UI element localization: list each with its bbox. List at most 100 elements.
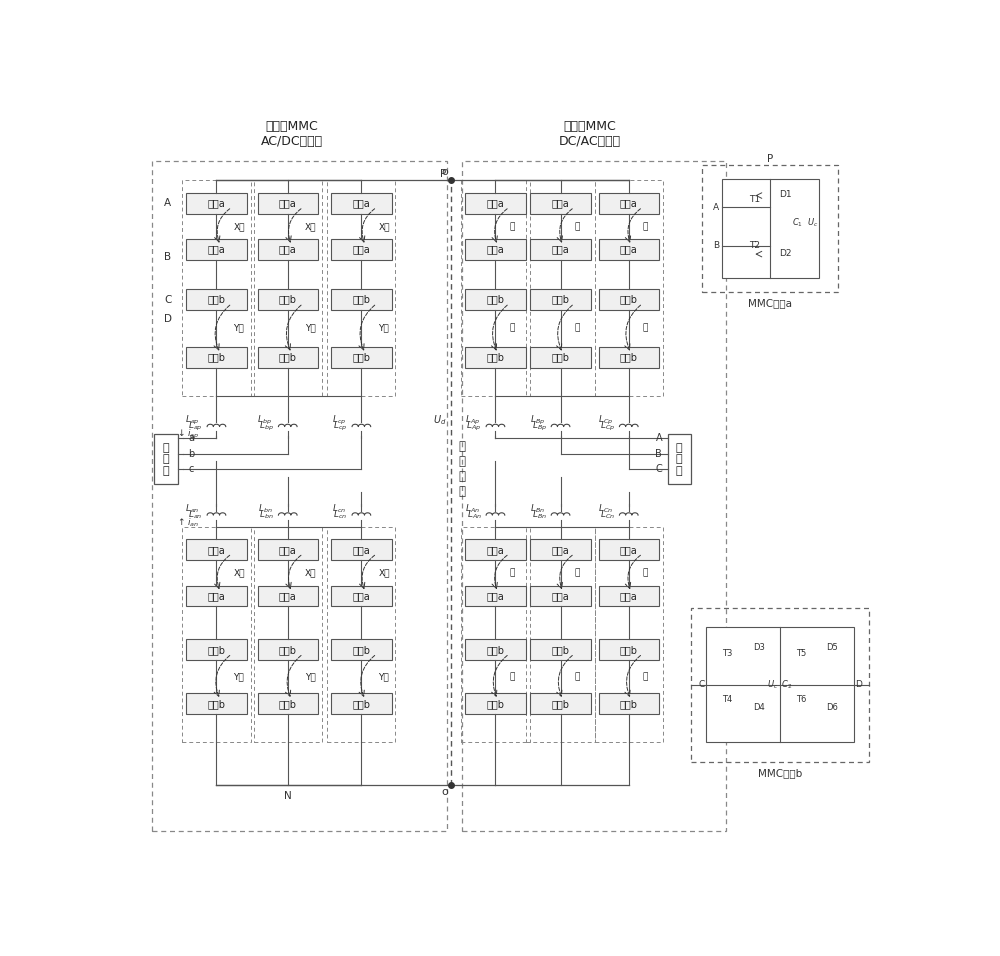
Text: Y个: Y个 <box>234 672 244 682</box>
Bar <box>530 239 591 260</box>
Text: 模块a: 模块a <box>552 198 569 208</box>
Text: $U_d$: $U_d$ <box>433 414 447 427</box>
Text: b: b <box>189 448 195 459</box>
Bar <box>327 527 395 742</box>
Text: $L_{Cn}$: $L_{Cn}$ <box>598 503 613 515</box>
Text: $U_c$  $C_2$: $U_c$ $C_2$ <box>767 678 793 691</box>
Bar <box>186 193 247 213</box>
Bar <box>530 539 591 560</box>
Bar <box>465 586 526 606</box>
Text: 模块b: 模块b <box>552 294 570 305</box>
Text: 交
流
侧: 交 流 侧 <box>163 443 169 476</box>
Text: 模块b: 模块b <box>552 352 570 362</box>
Text: P: P <box>440 169 447 179</box>
Text: 模块a: 模块a <box>208 198 225 208</box>
Text: 模块b: 模块b <box>620 645 638 655</box>
Bar <box>722 179 819 278</box>
Bar <box>465 239 526 260</box>
Text: 模块a: 模块a <box>208 591 225 601</box>
Text: $L_{cn}$: $L_{cn}$ <box>332 503 346 515</box>
Text: $L_{Ap}$: $L_{Ap}$ <box>465 414 480 427</box>
Bar <box>331 539 392 560</box>
Text: 模块b: 模块b <box>620 294 638 305</box>
Bar <box>465 693 526 714</box>
Bar <box>530 693 591 714</box>
Text: $L_{An}$: $L_{An}$ <box>467 509 482 521</box>
Bar <box>595 180 663 396</box>
Text: $L_{Ap}$: $L_{Ap}$ <box>466 420 482 433</box>
Text: D2: D2 <box>779 249 792 258</box>
Bar <box>186 239 247 260</box>
Text: 模块a: 模块a <box>487 591 504 601</box>
Bar <box>186 586 247 606</box>
Text: C: C <box>698 680 705 689</box>
Bar <box>154 434 178 485</box>
Text: 个: 个 <box>509 323 515 333</box>
Bar <box>331 586 392 606</box>
Text: 个: 个 <box>643 569 648 577</box>
Text: 模块a: 模块a <box>552 245 569 254</box>
Text: $L_{cp}$: $L_{cp}$ <box>333 420 347 433</box>
Text: $L_{bp}$: $L_{bp}$ <box>259 420 274 433</box>
Text: $U_c$: $U_c$ <box>807 216 818 228</box>
Bar <box>258 289 318 310</box>
Text: $L_{Cn}$: $L_{Cn}$ <box>600 509 615 521</box>
Text: D: D <box>855 680 862 689</box>
Text: $\downarrow i_{ap}$: $\downarrow i_{ap}$ <box>176 427 199 441</box>
Text: 混合型MMC
DC/AC变换器: 混合型MMC DC/AC变换器 <box>559 120 621 148</box>
Text: 个: 个 <box>643 323 648 333</box>
Text: 模块a: 模块a <box>352 245 370 254</box>
Text: 模块a: 模块a <box>552 591 569 601</box>
Bar <box>258 239 318 260</box>
Bar <box>599 239 659 260</box>
Text: MMC模块a: MMC模块a <box>748 298 792 309</box>
Text: $L_{Cp}$: $L_{Cp}$ <box>600 420 615 433</box>
Text: 模块a: 模块a <box>279 245 297 254</box>
Text: Y个: Y个 <box>305 672 316 682</box>
Text: Y个: Y个 <box>234 323 244 333</box>
Text: 模块a: 模块a <box>279 545 297 554</box>
Bar <box>182 527 251 742</box>
Text: 模块b: 模块b <box>279 352 297 362</box>
Text: 模块a: 模块a <box>487 545 504 554</box>
Text: X个: X个 <box>234 569 245 577</box>
Bar <box>331 193 392 213</box>
Text: T2: T2 <box>749 241 760 250</box>
Text: $L_{bn}$: $L_{bn}$ <box>258 503 272 515</box>
Bar <box>465 347 526 368</box>
Bar <box>530 193 591 213</box>
Bar <box>462 161 726 831</box>
Text: 模块b: 模块b <box>552 699 570 708</box>
Text: 模块b: 模块b <box>279 645 297 655</box>
Text: A: A <box>655 433 662 444</box>
Text: X个: X个 <box>234 222 245 230</box>
Bar <box>186 640 247 661</box>
Bar <box>258 193 318 213</box>
Text: $L_{Bn}$: $L_{Bn}$ <box>532 509 547 521</box>
Bar <box>595 527 663 742</box>
Text: 个: 个 <box>643 672 648 682</box>
Text: 模块b: 模块b <box>207 645 225 655</box>
Bar <box>186 539 247 560</box>
Bar <box>702 164 838 292</box>
Bar <box>186 347 247 368</box>
Text: T4: T4 <box>722 695 733 705</box>
Text: 个: 个 <box>574 323 580 333</box>
Text: 模块b: 模块b <box>352 352 370 362</box>
Bar <box>258 586 318 606</box>
Text: 模块b: 模块b <box>279 294 297 305</box>
Bar <box>465 193 526 213</box>
Text: $L_{An}$: $L_{An}$ <box>465 503 480 515</box>
Bar <box>254 527 322 742</box>
Bar <box>254 180 322 396</box>
Text: 模块b: 模块b <box>352 699 370 708</box>
Bar <box>465 539 526 560</box>
Text: 个: 个 <box>509 569 515 577</box>
Text: $C_1$: $C_1$ <box>792 216 803 228</box>
Text: 个: 个 <box>574 672 580 682</box>
Text: 模块b: 模块b <box>486 294 504 305</box>
Text: 模块a: 模块a <box>279 591 297 601</box>
Text: 交
流
侧: 交 流 侧 <box>676 443 682 476</box>
Text: 模块b: 模块b <box>352 645 370 655</box>
Text: 个: 个 <box>574 569 580 577</box>
